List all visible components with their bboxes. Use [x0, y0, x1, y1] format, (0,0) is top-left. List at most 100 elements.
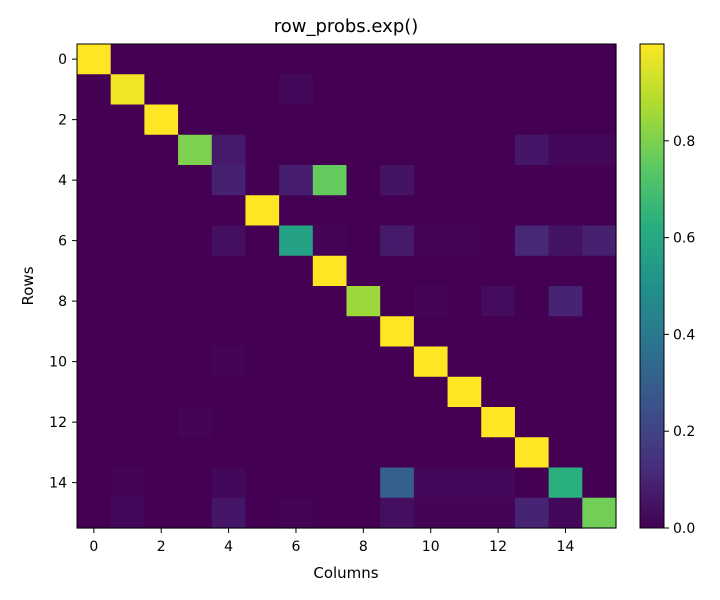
heatmap-cell-r14-c3 — [178, 467, 213, 499]
heatmap-cell-r8-c0 — [77, 286, 112, 317]
heatmap-cell-r5-c4 — [211, 195, 247, 227]
y-axis-ticks: 0 2 4 6 8 10 12 14 — [49, 52, 77, 492]
heatmap-cell-r10-c10 — [413, 346, 449, 378]
heatmap-cell-r1-c5 — [245, 74, 280, 106]
heatmap-cell-r12-c14 — [548, 407, 583, 438]
heatmap-cell-r13-c13 — [514, 437, 550, 469]
heatmap-cell-r15-c2 — [144, 497, 179, 529]
heatmap-cell-r1-c3 — [178, 74, 213, 106]
x-tick-label-6: 6 — [292, 539, 301, 555]
heatmap-cell-r12-c0 — [77, 407, 112, 438]
heatmap-cell-r10-c9 — [380, 346, 415, 378]
heatmap-cell-r12-c15 — [582, 407, 617, 438]
heatmap-cell-r15-c10 — [413, 497, 449, 529]
chart-title: row_probs.exp() — [274, 16, 419, 37]
heatmap-cell-r3-c10 — [413, 134, 449, 166]
y-tick-label-2: 2 — [58, 113, 67, 129]
heatmap-cell-r15-c15 — [582, 497, 617, 529]
heatmap-cell-r11-c10 — [413, 376, 449, 408]
heatmap-cell-r2-c13 — [514, 104, 550, 136]
heatmap-cell-r4-c1 — [110, 165, 145, 196]
heatmap-cell-r7-c5 — [245, 255, 280, 287]
y-axis-label: Rows — [19, 266, 37, 305]
heatmap-cell-r5-c10 — [413, 195, 449, 227]
heatmap-cell-r3-c7 — [312, 134, 348, 166]
heatmap-cell-r4-c9 — [380, 165, 415, 196]
heatmap-cell-r3-c14 — [548, 134, 583, 166]
heatmap-cell-r15-c11 — [447, 497, 482, 529]
x-tick-label-8: 8 — [359, 539, 368, 555]
heatmap-cell-r15-c7 — [312, 497, 348, 529]
heatmap-cell-r7-c8 — [346, 255, 381, 287]
heatmap-cell-r12-c9 — [380, 407, 415, 438]
heatmap-cell-r7-c12 — [481, 255, 516, 287]
heatmap-cell-r8-c5 — [245, 286, 280, 317]
heatmap-cell-r0-c1 — [110, 44, 145, 75]
heatmap-cell-r1-c12 — [481, 74, 516, 106]
heatmap-cell-r8-c1 — [110, 286, 145, 317]
heatmap-cell-r4-c7 — [312, 165, 348, 196]
heatmap-cell-r13-c9 — [380, 437, 415, 469]
heatmap-cell-r4-c4 — [211, 165, 247, 196]
heatmap-cell-r6-c11 — [447, 225, 482, 257]
heatmap-cell-r0-c14 — [548, 44, 583, 75]
heatmap-cell-r11-c1 — [110, 376, 145, 408]
heatmap-cell-r2-c12 — [481, 104, 516, 136]
heatmap-cell-r10-c7 — [312, 346, 348, 378]
heatmap-cell-r13-c3 — [178, 437, 213, 469]
heatmap-cell-r14-c4 — [211, 467, 247, 499]
heatmap-cell-r12-c1 — [110, 407, 145, 438]
heatmap-cell-r12-c3 — [178, 407, 213, 438]
heatmap-cell-r10-c15 — [582, 346, 617, 378]
heatmap-cell-r7-c0 — [77, 255, 112, 287]
heatmap-cell-r3-c5 — [245, 134, 280, 166]
heatmap-cell-r13-c15 — [582, 437, 617, 469]
heatmap-cell-r11-c3 — [178, 376, 213, 408]
heatmap-cell-r12-c4 — [211, 407, 247, 438]
heatmap-cell-r9-c9 — [380, 316, 415, 348]
heatmap-cell-r11-c11 — [447, 376, 482, 408]
heatmap-cell-r13-c5 — [245, 437, 280, 469]
heatmap-cell-r5-c12 — [481, 195, 516, 227]
heatmap-cell-r11-c8 — [346, 376, 381, 408]
heatmap-cell-r6-c7 — [312, 225, 348, 257]
heatmap-cell-r4-c14 — [548, 165, 583, 196]
heatmap-cell-r8-c14 — [548, 286, 583, 317]
heatmap-cell-r5-c3 — [178, 195, 213, 227]
heatmap-cell-r12-c7 — [312, 407, 348, 438]
heatmap-cell-r13-c0 — [77, 437, 112, 469]
heatmap-cell-r2-c0 — [77, 104, 112, 136]
heatmap-cell-r0-c12 — [481, 44, 516, 75]
colorbar-tick-label-0: 0.0 — [673, 521, 695, 537]
heatmap-cell-r9-c15 — [582, 316, 617, 348]
heatmap-cell-r6-c5 — [245, 225, 280, 257]
heatmap-cell-r5-c1 — [110, 195, 145, 227]
heatmap-cell-r3-c2 — [144, 134, 179, 166]
heatmap-cell-r7-c9 — [380, 255, 415, 287]
heatmap-cell-r15-c9 — [380, 497, 415, 529]
heatmap-cell-r11-c6 — [279, 376, 314, 408]
heatmap-cell-r15-c1 — [110, 497, 145, 529]
heatmap-cell-r15-c3 — [178, 497, 213, 529]
heatmap-cell-r4-c15 — [582, 165, 617, 196]
heatmap-cell-r14-c6 — [279, 467, 314, 499]
heatmap-cell-r13-c6 — [279, 437, 314, 469]
heatmap-cell-r14-c5 — [245, 467, 280, 499]
heatmap-cell-r12-c10 — [413, 407, 449, 438]
heatmap-cell-r9-c8 — [346, 316, 381, 348]
heatmap-cell-r11-c14 — [548, 376, 583, 408]
heatmap-cell-r4-c13 — [514, 165, 550, 196]
heatmap-cell-r0-c8 — [346, 44, 381, 75]
heatmap-cell-r7-c3 — [178, 255, 213, 287]
heatmap-cell-r1-c10 — [413, 74, 449, 106]
heatmap-cell-r6-c14 — [548, 225, 583, 257]
heatmap-cell-r15-c5 — [245, 497, 280, 529]
heatmap-cell-r13-c10 — [413, 437, 449, 469]
heatmap-cell-r3-c13 — [514, 134, 550, 166]
heatmap-cell-r14-c7 — [312, 467, 348, 499]
heatmap-cell-r1-c2 — [144, 74, 179, 106]
heatmap-cell-r8-c2 — [144, 286, 179, 317]
heatmap-cell-r11-c5 — [245, 376, 280, 408]
heatmap-cell-r11-c2 — [144, 376, 179, 408]
heatmap-cell-r2-c4 — [211, 104, 247, 136]
